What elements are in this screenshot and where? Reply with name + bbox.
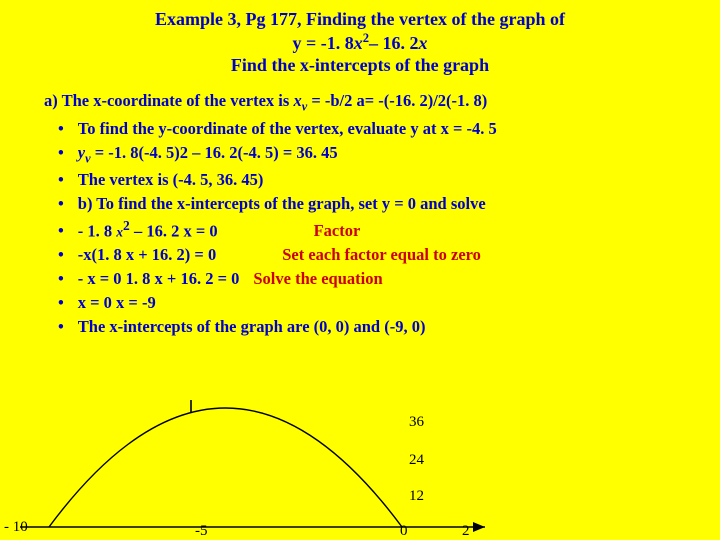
title-line-3: Find the x-intercepts of the graph (0, 54, 720, 77)
lead-post: = -b/2 a= -(-16. 2)/2(-1. 8) (307, 91, 487, 110)
axis-label: 24 (409, 452, 424, 469)
lead-line: a) The x-coordinate of the vertex is xv … (44, 89, 682, 116)
step-note: Set each factor equal to zero (282, 243, 481, 267)
axis-label: - 10 (4, 519, 28, 536)
axis-label: 36 (409, 414, 424, 431)
step-note: Factor (314, 219, 361, 243)
eq-x: x (354, 33, 363, 53)
title-equation: y = -1. 8x2– 16. 2x (0, 31, 720, 55)
eq-post: – 16. 2 (369, 33, 419, 53)
bullet-item: - 1. 8 x2 – 16. 2 x = 0Factor (58, 216, 682, 243)
bullet-item: - x = 0 1. 8 x + 16. 2 = 0Solve the equa… (58, 267, 682, 291)
step-note: Solve the equation (253, 267, 382, 291)
axis-label: 0 (400, 523, 408, 540)
eq-pre: y = -1. 8 (292, 33, 353, 53)
axis-label: -5 (195, 523, 208, 540)
eq-x2: x (419, 33, 428, 53)
axis-label: 2 (462, 523, 470, 540)
bullet-list: To find the y-coordinate of the vertex, … (44, 117, 682, 339)
bullet-item: -x(1. 8 x + 16. 2) = 0Set each factor eq… (58, 243, 682, 267)
lead-pre: a) The x-coordinate of the vertex is (44, 91, 293, 110)
bullet-item: To find the y-coordinate of the vertex, … (58, 117, 682, 141)
content-body: a) The x-coordinate of the vertex is xv … (0, 77, 720, 339)
bullet-item: yv = -1. 8(-4. 5)2 – 16. 2(-4. 5) = 36. … (58, 141, 682, 168)
parabola-graph (0, 330, 720, 540)
bullet-item: b) To find the x-intercepts of the graph… (58, 192, 682, 216)
axis-label: 12 (409, 488, 424, 505)
title-line-1: Example 3, Pg 177, Finding the vertex of… (0, 8, 720, 31)
slide-title: Example 3, Pg 177, Finding the vertex of… (0, 0, 720, 77)
bullet-item: x = 0 x = -9 (58, 291, 682, 315)
lead-xv-x: x (293, 91, 301, 110)
bullet-item: The vertex is (-4. 5, 36. 45) (58, 168, 682, 192)
